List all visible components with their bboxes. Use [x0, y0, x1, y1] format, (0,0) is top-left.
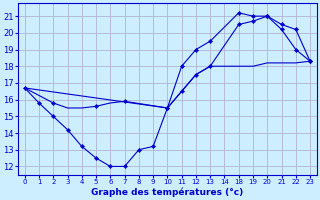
- X-axis label: Graphe des températures (°c): Graphe des températures (°c): [91, 188, 244, 197]
